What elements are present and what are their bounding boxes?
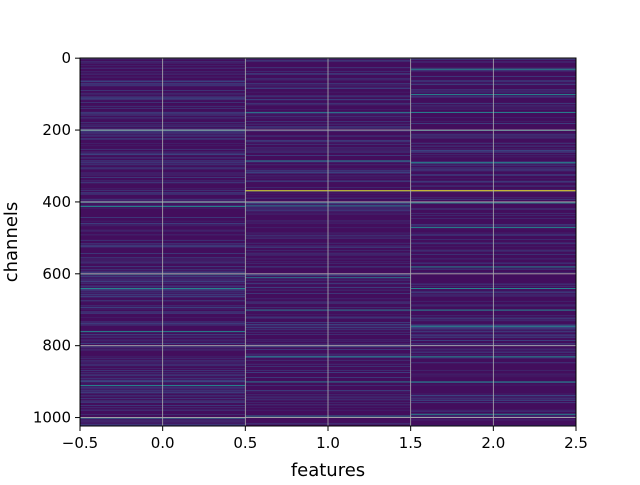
y-tick-label: 0 <box>61 49 71 67</box>
y-tick-label: 1000 <box>33 409 71 427</box>
x-tick-label: 2.0 <box>481 434 505 452</box>
y-tick-label: 600 <box>42 265 71 283</box>
x-tick-label: −0.5 <box>62 434 98 452</box>
x-axis-label: features <box>291 460 365 480</box>
x-axis: −0.5 0.0 0.5 1.0 1.5 2.0 2.5 <box>62 426 588 452</box>
x-tick-label: 1.5 <box>399 434 423 452</box>
x-tick-label: 0.5 <box>233 434 257 452</box>
y-axis-label: channels <box>1 202 22 283</box>
x-tick-label: 1.0 <box>316 434 340 452</box>
x-tick-label: 0.0 <box>151 434 175 452</box>
y-axis: 0 200 400 600 800 1000 <box>33 49 80 427</box>
y-tick-label: 200 <box>42 121 71 139</box>
x-tick-label: 2.5 <box>564 434 588 452</box>
y-tick-label: 800 <box>42 337 71 355</box>
y-tick-label: 400 <box>42 193 71 211</box>
